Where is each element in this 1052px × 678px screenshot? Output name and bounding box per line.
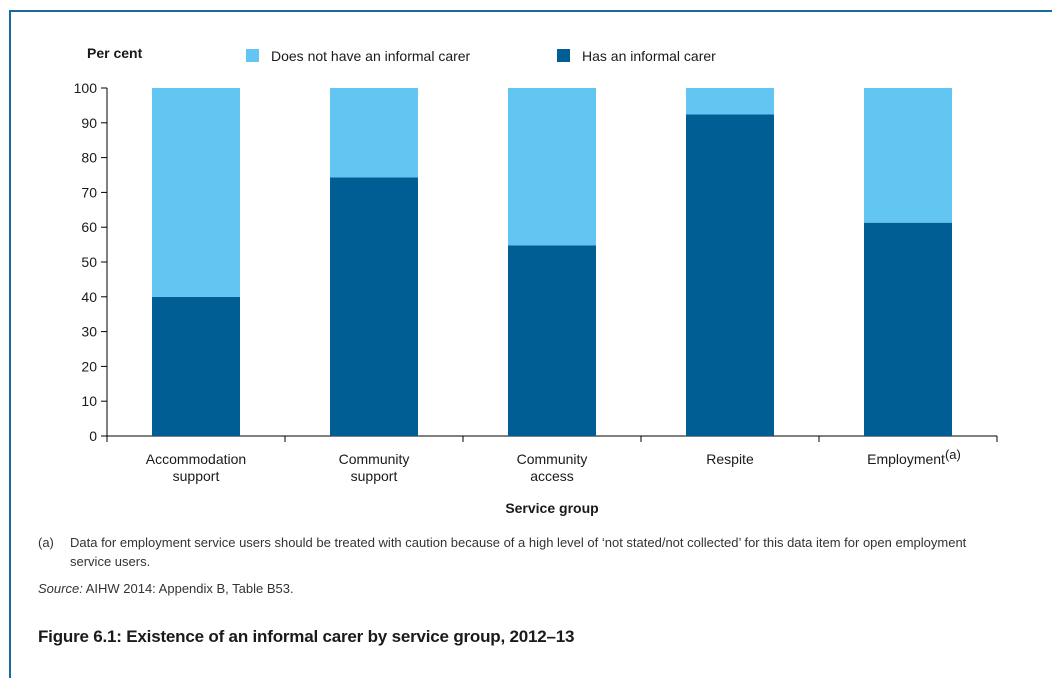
bar-segment — [508, 88, 596, 246]
legend-swatch — [557, 49, 570, 62]
bar-segment — [330, 177, 418, 436]
source-label: Source: — [38, 581, 83, 596]
y-tick-label: 80 — [81, 150, 97, 166]
x-axis-label: Service group — [505, 500, 598, 516]
stacked-bar-chart: 0 10 20 30 40 50 60 70 80 90 100 Per cent Accommodat… — [74, 45, 998, 516]
x-tick-label: Community — [339, 451, 410, 467]
y-tick-label: 60 — [81, 219, 97, 235]
y-axis-label: Per cent — [87, 45, 143, 61]
bar-segment — [152, 296, 240, 436]
x-tick-label: support — [351, 468, 398, 484]
x-tick-label: Employment(a) — [867, 447, 961, 467]
source-note: Source: AIHW 2014: Appendix B, Table B53… — [38, 581, 294, 596]
x-tick-label-superscript: (a) — [945, 447, 961, 462]
y-tick-label: 30 — [81, 324, 97, 340]
bar-segment — [864, 88, 952, 223]
y-tick-label: 90 — [81, 115, 97, 131]
legend-swatch — [246, 49, 259, 62]
bar-segment — [686, 88, 774, 115]
x-tick-label: support — [173, 468, 220, 484]
footnote-text: Data for employment service users should… — [70, 535, 967, 569]
bar-segment — [508, 245, 596, 436]
bar-segment — [864, 222, 952, 436]
legend-label: Does not have an informal carer — [271, 48, 471, 64]
source-text: AIHW 2014: Appendix B, Table B53. — [82, 581, 294, 596]
bar-segment — [152, 88, 240, 297]
figure-caption: Figure 6.1: Existence of an informal car… — [38, 627, 575, 646]
legend-label: Has an informal carer — [582, 48, 716, 64]
y-tick-label: 40 — [81, 289, 97, 305]
footnote-marker: (a) — [38, 535, 54, 550]
footnote: (a) Data for employment service users sh… — [38, 533, 998, 571]
x-tick-label: Accommodation — [146, 451, 246, 467]
bar-segment — [330, 88, 418, 178]
y-tick-label: 10 — [81, 393, 97, 409]
x-tick-label: Community — [517, 451, 588, 467]
y-tick-label: 20 — [81, 358, 97, 374]
y-tick-label: 50 — [81, 254, 97, 270]
y-tick-label: 0 — [89, 428, 97, 444]
figure-frame — [9, 10, 1052, 678]
bar-segment — [686, 114, 774, 436]
y-tick-label: 100 — [74, 80, 98, 96]
y-tick-label: 70 — [81, 184, 97, 200]
x-tick-label: Respite — [706, 451, 754, 467]
x-tick-label: access — [530, 468, 574, 484]
